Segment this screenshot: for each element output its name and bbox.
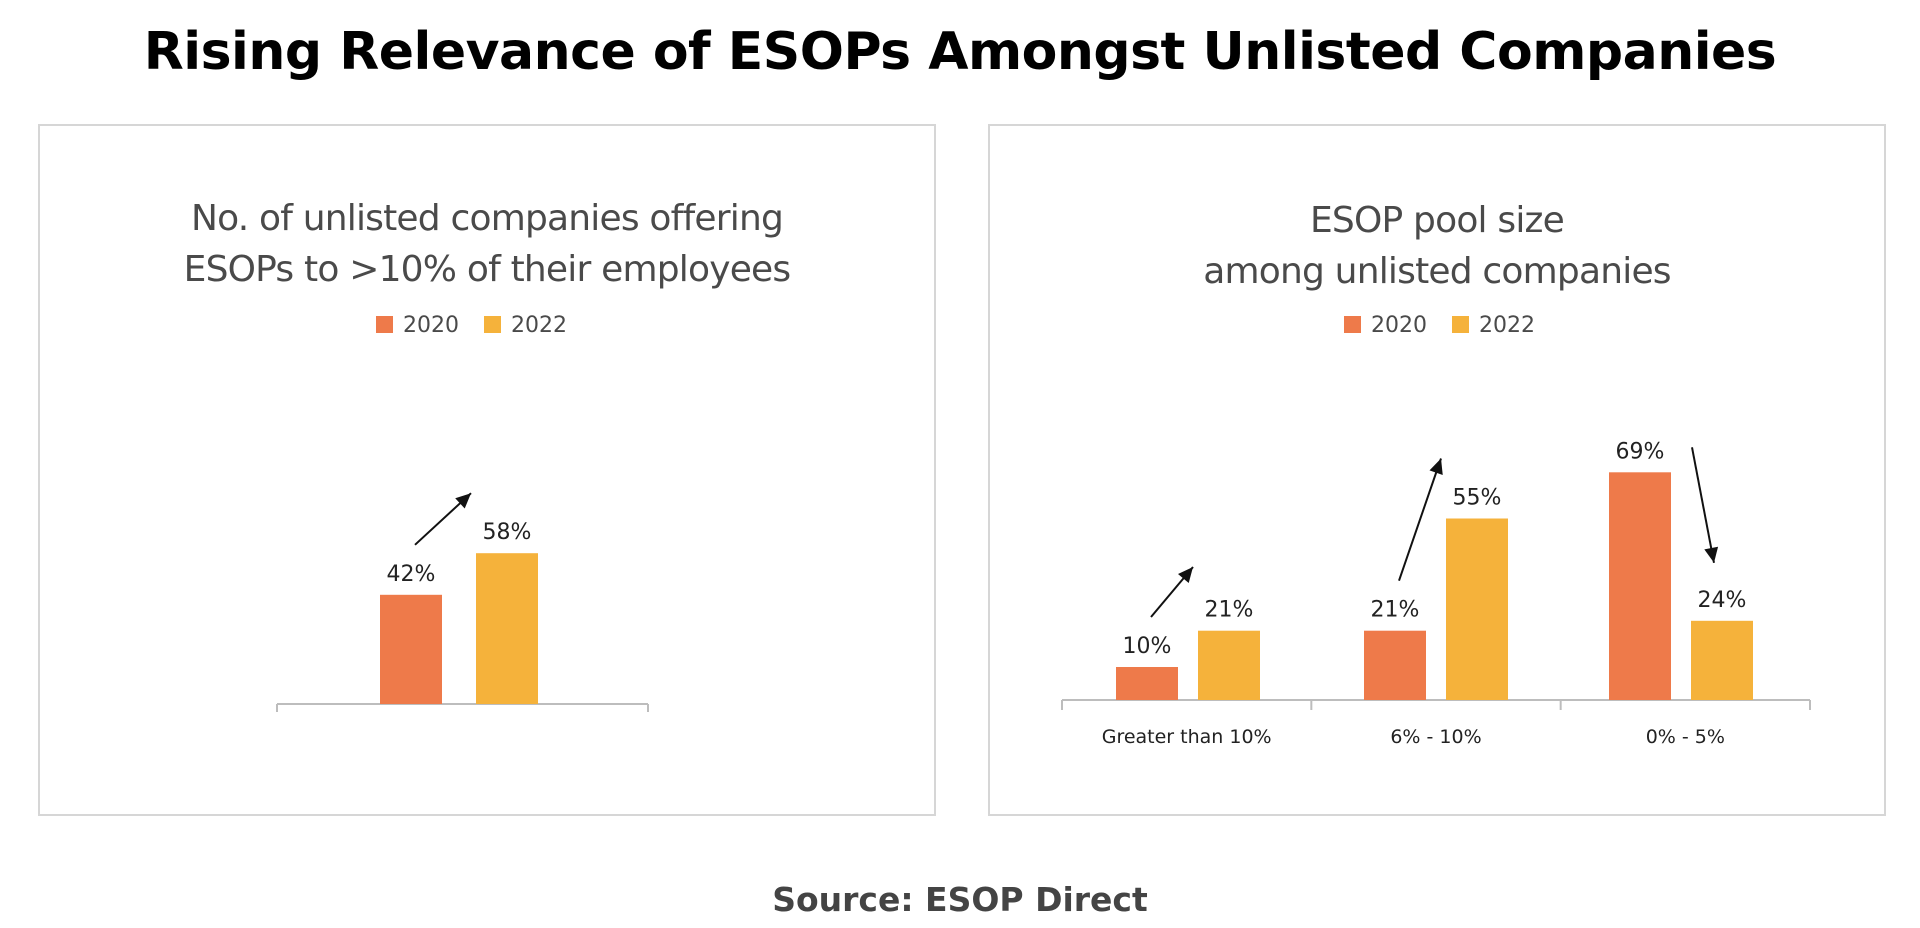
category-label: Greater than 10%	[1102, 726, 1272, 748]
data-label-2022: 21%	[1205, 598, 1254, 623]
data-label-2022: 24%	[1698, 588, 1747, 613]
bar-2020	[380, 594, 442, 704]
chart-right: ESOP pool size among unlisted companies 20…	[1061, 200, 1811, 748]
bar-2020	[1609, 472, 1671, 700]
trend-arrow-up	[1150, 566, 1194, 618]
page-title: Rising Relevance of ESOPs Amongst Unlist…	[143, 22, 1777, 82]
chart-title-line: ESOP pool size	[1310, 200, 1564, 241]
data-label-2022: 55%	[1453, 486, 1502, 511]
legend-swatch-2022	[1452, 316, 1469, 333]
trend-arrow-up-head	[455, 493, 471, 509]
data-label-2020: 10%	[1123, 634, 1172, 659]
trend-arrow-down-shaft	[1691, 447, 1715, 563]
legend-swatch-2020	[1344, 316, 1361, 333]
legend-label-2022: 2022	[1479, 313, 1535, 338]
legend-swatch-2022	[484, 316, 501, 333]
trend-arrow-up-head	[1177, 567, 1193, 583]
data-label-2020: 42%	[387, 562, 436, 587]
bar-2022	[1446, 518, 1508, 700]
chart-panel-left: No. of unlisted companies offering ESOPs …	[38, 124, 936, 816]
chart-panel-right: ESOP pool size among unlisted companies 20…	[988, 124, 1886, 816]
trend-arrow-down-head	[1704, 546, 1719, 563]
source-caption: Source: ESOP Direct	[772, 880, 1148, 919]
trend-arrow-up-shaft	[1398, 458, 1442, 582]
legend-label-2022: 2022	[511, 313, 567, 338]
legend-label-2020: 2020	[403, 313, 459, 338]
chart-title-line: No. of unlisted companies offering	[191, 198, 783, 239]
category-label: 0% - 5%	[1646, 726, 1725, 748]
data-label-2020: 21%	[1371, 598, 1420, 623]
bar-2022	[476, 553, 538, 704]
chart-title-line: among unlisted companies	[1203, 251, 1671, 292]
data-label-2022: 58%	[483, 520, 532, 545]
trend-arrow-up	[1398, 458, 1443, 582]
bar-2020	[1116, 667, 1178, 700]
bar-2020	[1364, 630, 1426, 700]
chart-title-line: ESOPs to >10% of their employees	[184, 249, 791, 290]
legend-label-2020: 2020	[1371, 313, 1427, 338]
trend-arrow-down	[1691, 447, 1719, 563]
data-label-2020: 69%	[1616, 439, 1665, 464]
chart-left: No. of unlisted companies offering ESOPs …	[184, 198, 791, 712]
bar-2022	[1198, 630, 1260, 700]
trend-arrow-up-head	[1429, 458, 1443, 475]
category-label: 6% - 10%	[1390, 726, 1481, 748]
legend-swatch-2020	[376, 316, 393, 333]
trend-arrow-up	[414, 492, 472, 546]
bar-2022	[1691, 620, 1753, 700]
